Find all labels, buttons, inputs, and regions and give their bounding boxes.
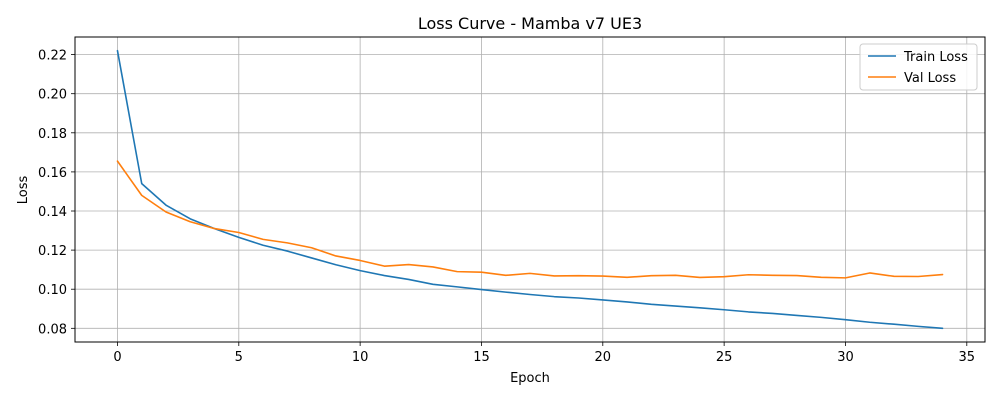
- x-tick-label: 10: [352, 350, 369, 365]
- y-tick-label: 0.08: [38, 322, 67, 337]
- x-tick-label: 5: [235, 350, 243, 365]
- x-tick-label: 15: [473, 350, 490, 365]
- y-tick-label: 0.10: [38, 283, 67, 298]
- series-line-val-loss: [116, 160, 944, 279]
- x-tick-label: 30: [837, 350, 854, 365]
- y-tick-label: 0.12: [38, 244, 67, 259]
- x-tick-label: 35: [959, 350, 976, 365]
- ticks: 0 5 10 15 20 25 30 35 0.08 0.10 0.12 0.14 0.16 0.18 0.…: [38, 49, 975, 365]
- legend-label-val-loss: Val Loss: [904, 71, 956, 86]
- x-axis-label: Epoch: [510, 371, 550, 386]
- series-layer: [116, 49, 944, 330]
- chart-title: Loss Curve - Mamba v7 UE3: [418, 14, 642, 33]
- x-tick-label: 25: [716, 350, 733, 365]
- y-tick-label: 0.18: [38, 127, 67, 142]
- plot-frame: [74, 36, 986, 343]
- legend: Train Loss Val Loss: [859, 43, 978, 91]
- y-tick-label: 0.16: [38, 166, 67, 181]
- y-tick-label: 0.22: [38, 49, 67, 64]
- legend-label-train-loss: Train Loss: [903, 50, 968, 65]
- y-tick-label: 0.20: [38, 88, 67, 103]
- series-line-train-loss: [116, 49, 944, 330]
- x-tick-label: 20: [595, 350, 612, 365]
- y-axis-label: Loss: [16, 176, 31, 205]
- grid: [75, 37, 985, 342]
- y-tick-label: 0.14: [38, 205, 67, 220]
- x-tick-label: 0: [113, 350, 121, 365]
